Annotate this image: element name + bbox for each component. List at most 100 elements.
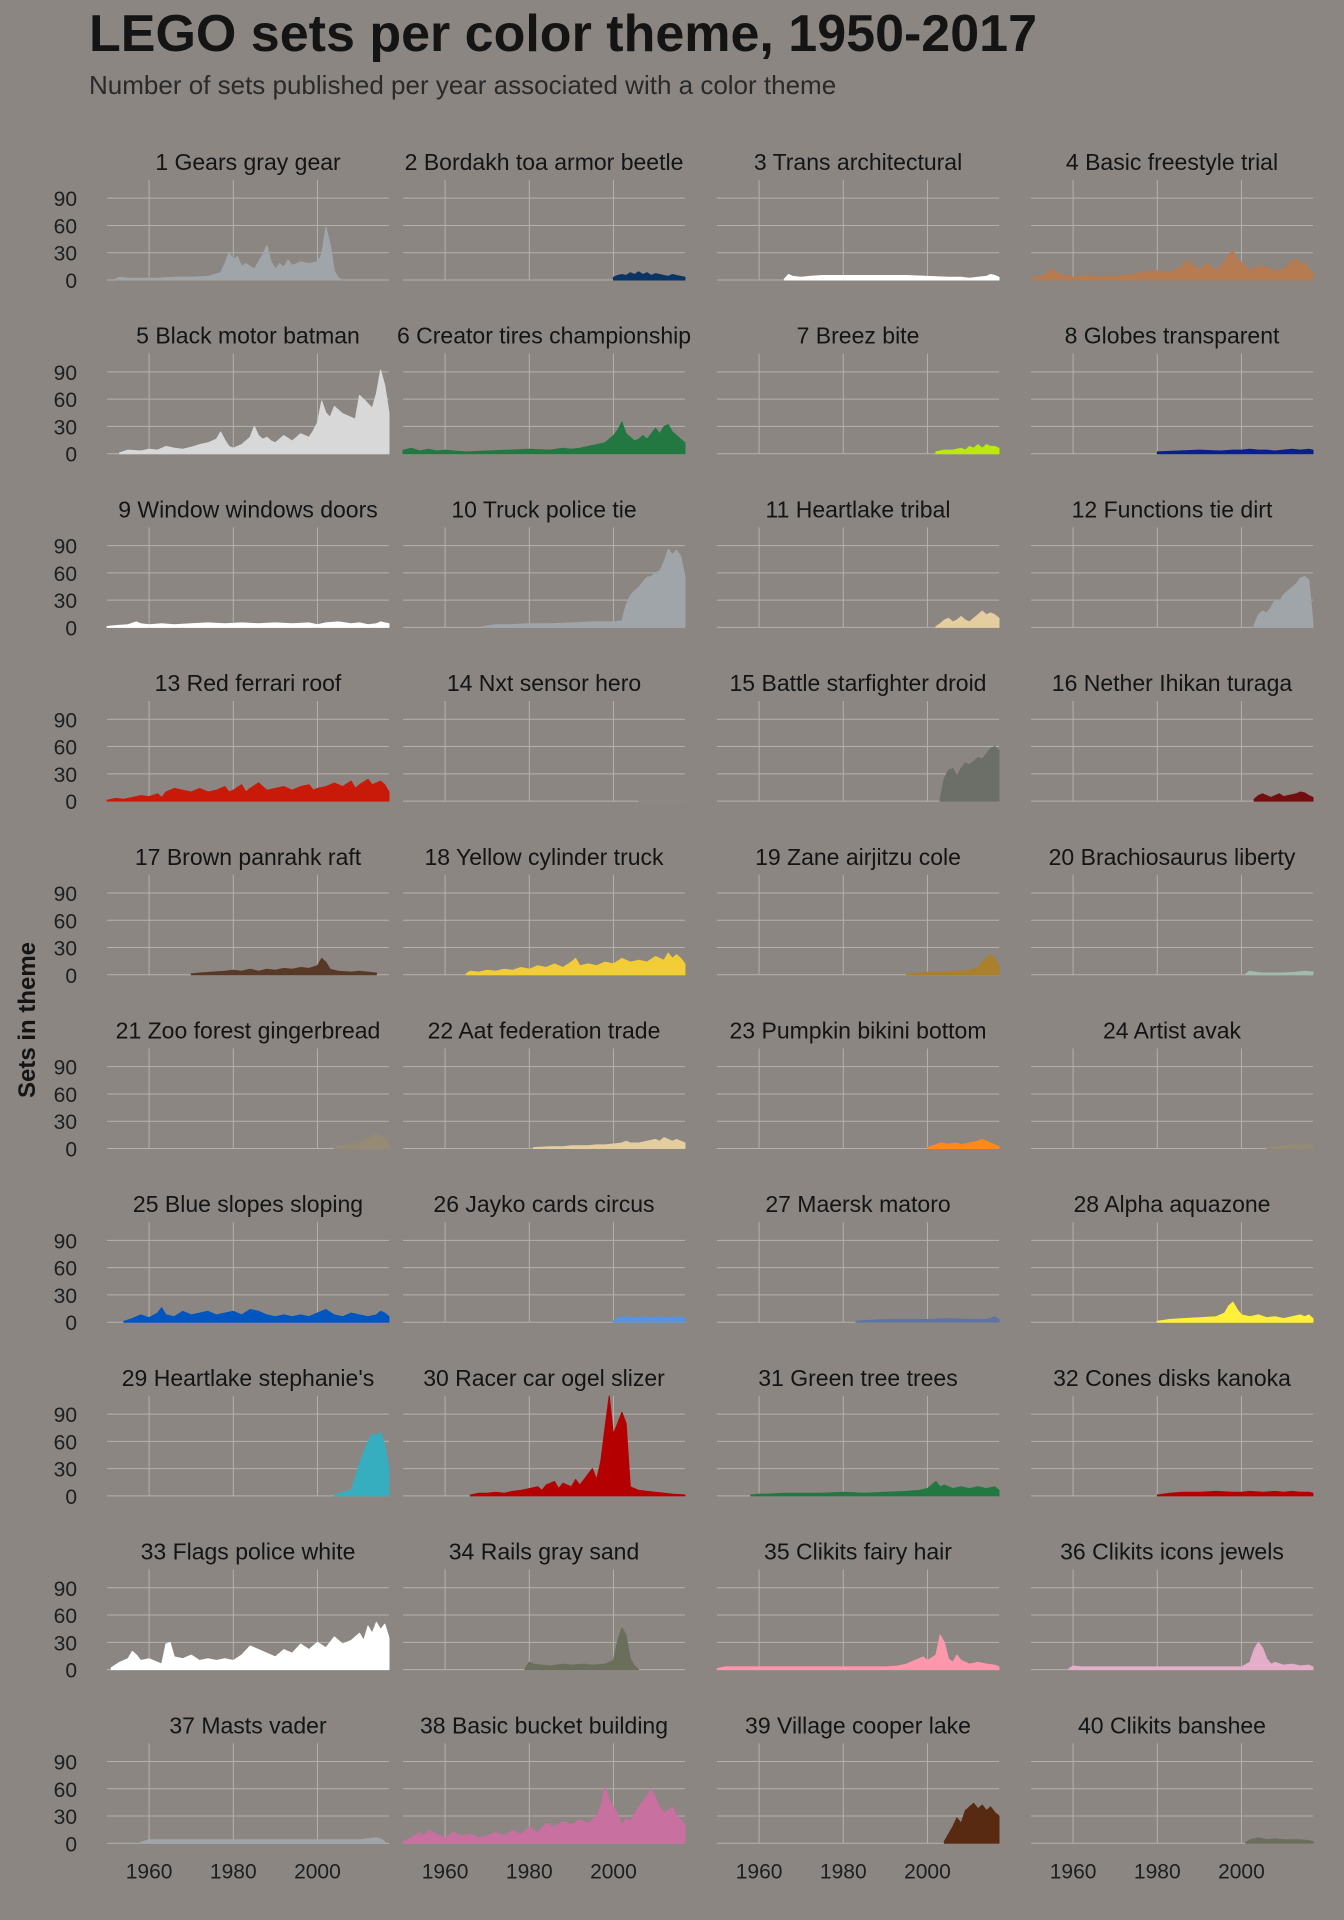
area-series bbox=[612, 271, 686, 281]
facet-8-globes-transparent: 8 Globes transparent bbox=[1031, 323, 1314, 455]
x-tick-label: 1960 bbox=[1050, 1860, 1097, 1883]
facet-label: 25 Blue slopes sloping bbox=[133, 1191, 363, 1217]
facet-29-heartlake-stephanie-s: 29 Heartlake stephanie's 0 30 60 90 bbox=[54, 1365, 390, 1509]
facet-label: 32 Cones disks kanoka bbox=[1053, 1365, 1291, 1391]
area-series bbox=[469, 1395, 686, 1497]
facet-label: 3 Trans architectural bbox=[754, 149, 962, 175]
y-tick-label: 60 bbox=[54, 1084, 77, 1107]
facet-label: 23 Pumpkin bikini bottom bbox=[730, 1018, 987, 1044]
facet-label: 18 Yellow cylinder truck bbox=[424, 844, 664, 870]
y-tick-label: 30 bbox=[54, 1285, 77, 1308]
y-tick-label: 90 bbox=[54, 883, 77, 906]
y-tick-label: 60 bbox=[54, 389, 77, 412]
facet-label: 31 Green tree trees bbox=[758, 1365, 957, 1391]
facet-label: 12 Functions tie dirt bbox=[1072, 496, 1273, 522]
facet-25-blue-slopes-sloping: 25 Blue slopes sloping 0 30 60 90 bbox=[54, 1191, 390, 1335]
facet-label: 37 Masts vader bbox=[169, 1712, 327, 1738]
facet-label: 24 Artist avak bbox=[1103, 1018, 1242, 1044]
y-tick-label: 30 bbox=[54, 938, 77, 961]
facet-6-creator-tires-championship: 6 Creator tires championship bbox=[397, 323, 691, 455]
facet-2-bordakh-toa-armor-beetle: 2 Bordakh toa armor beetle bbox=[403, 149, 686, 281]
facet-label: 39 Village cooper lake bbox=[745, 1712, 971, 1738]
area-series bbox=[482, 548, 686, 628]
facet-label: 4 Basic freestyle trial bbox=[1066, 149, 1278, 175]
facet-label: 34 Rails gray sand bbox=[449, 1539, 640, 1565]
area-series bbox=[1245, 1837, 1314, 1844]
y-tick-label: 60 bbox=[54, 1431, 77, 1454]
facet-11-heartlake-tribal: 11 Heartlake tribal bbox=[717, 496, 1000, 628]
facet-panels: 1 Gears gray gear 0 30 60 90 2 Bordakh toa ar… bbox=[54, 149, 1314, 1883]
area-series bbox=[926, 1138, 1000, 1149]
facet-label: 30 Racer car ogel slizer bbox=[423, 1365, 665, 1391]
facet-35-clikits-fairy-hair: 35 Clikits fairy hair bbox=[716, 1539, 1000, 1671]
facet-40-clikits-banshee: 40 Clikits banshee 1960 1980 2000 bbox=[1031, 1712, 1314, 1883]
facet-label: 28 Alpha aquazone bbox=[1074, 1191, 1271, 1217]
x-tick-label: 1960 bbox=[736, 1860, 783, 1883]
y-tick-label: 30 bbox=[54, 590, 77, 613]
facet-14-nxt-sensor-hero: 14 Nxt sensor hero bbox=[403, 670, 686, 802]
y-tick-label: 60 bbox=[54, 563, 77, 586]
facet-32-cones-disks-kanoka: 32 Cones disks kanoka bbox=[1031, 1365, 1314, 1497]
facet-28-alpha-aquazone: 28 Alpha aquazone bbox=[1031, 1191, 1314, 1323]
y-tick-label: 60 bbox=[54, 1779, 77, 1802]
y-tick-label: 0 bbox=[65, 1139, 77, 1162]
facet-label: 19 Zane airjitzu cole bbox=[755, 844, 961, 870]
y-tick-label: 0 bbox=[65, 965, 77, 988]
x-tick-label: 2000 bbox=[904, 1860, 951, 1883]
facet-9-window-windows-doors: 9 Window windows doors 0 30 60 90 bbox=[54, 496, 390, 640]
facet-label: 38 Basic bucket building bbox=[420, 1712, 668, 1738]
y-tick-label: 0 bbox=[65, 1660, 77, 1683]
facet-label: 33 Flags police white bbox=[141, 1539, 356, 1565]
facet-34-rails-gray-sand: 34 Rails gray sand bbox=[403, 1539, 685, 1671]
facet-3-trans-architectural: 3 Trans architectural bbox=[717, 149, 1000, 281]
area-series bbox=[110, 1621, 390, 1671]
facet-23-pumpkin-bikini-bottom: 23 Pumpkin bikini bottom bbox=[717, 1018, 1000, 1149]
facet-label: 27 Maersk matoro bbox=[765, 1191, 950, 1217]
y-tick-label: 30 bbox=[54, 1459, 77, 1482]
area-series bbox=[783, 274, 1000, 281]
area-series bbox=[333, 1431, 390, 1497]
y-tick-label: 30 bbox=[54, 1806, 77, 1829]
area-series bbox=[533, 1137, 686, 1149]
area-series bbox=[1245, 970, 1314, 976]
area-series bbox=[524, 1627, 640, 1671]
area-series bbox=[114, 226, 344, 281]
facet-label: 36 Clikits icons jewels bbox=[1060, 1539, 1284, 1565]
facet-7-breez-bite: 7 Breez bite bbox=[717, 323, 1000, 455]
area-series bbox=[1253, 791, 1314, 802]
facet-label: 5 Black motor batman bbox=[136, 323, 360, 349]
area-series bbox=[750, 1480, 1000, 1497]
y-tick-label: 30 bbox=[54, 1111, 77, 1134]
facet-label: 17 Brown panrahk raft bbox=[135, 844, 362, 870]
y-tick-label: 90 bbox=[54, 362, 77, 385]
y-axis-label: Sets in theme bbox=[14, 942, 41, 1098]
y-tick-label: 90 bbox=[54, 1057, 77, 1080]
y-tick-label: 60 bbox=[54, 1258, 77, 1281]
facet-label: 9 Window windows doors bbox=[118, 496, 378, 522]
facet-label: 2 Bordakh toa armor beetle bbox=[405, 149, 684, 175]
facet-19-zane-airjitzu-cole: 19 Zane airjitzu cole bbox=[717, 844, 1000, 976]
x-tick-label: 2000 bbox=[590, 1860, 637, 1883]
area-series bbox=[716, 1634, 1000, 1671]
facet-label: 20 Brachiosaurus liberty bbox=[1049, 844, 1296, 870]
x-tick-label: 1960 bbox=[126, 1860, 173, 1883]
facet-24-artist-avak: 24 Artist avak bbox=[1031, 1018, 1314, 1149]
facet-13-red-ferrari-roof: 13 Red ferrari roof 0 30 60 90 bbox=[54, 670, 390, 814]
area-series bbox=[402, 1786, 686, 1844]
facet-22-aat-federation-trade: 22 Aat federation trade bbox=[403, 1018, 686, 1149]
facet-31-green-tree-trees: 31 Green tree trees bbox=[717, 1365, 1000, 1497]
area-series bbox=[106, 778, 390, 802]
facet-label: 29 Heartlake stephanie's bbox=[122, 1365, 374, 1391]
facet-label: 40 Clikits banshee bbox=[1078, 1712, 1266, 1738]
area-series bbox=[638, 796, 686, 802]
x-tick-label: 1980 bbox=[210, 1860, 257, 1883]
facet-label: 26 Jayko cards circus bbox=[433, 1191, 654, 1217]
facet-30-racer-car-ogel-slizer: 30 Racer car ogel slizer bbox=[403, 1365, 686, 1497]
facet-16-nether-ihikan-turaga: 16 Nether Ihikan turaga bbox=[1031, 670, 1314, 802]
y-tick-label: 30 bbox=[54, 764, 77, 787]
facet-label: 6 Creator tires championship bbox=[397, 323, 691, 349]
facet-label: 21 Zoo forest gingerbread bbox=[116, 1018, 381, 1044]
facet-33-flags-police-white: 33 Flags police white 0 30 60 90 bbox=[54, 1539, 390, 1683]
facet-5-black-motor-batman: 5 Black motor batman 0 30 60 90 bbox=[54, 323, 390, 467]
